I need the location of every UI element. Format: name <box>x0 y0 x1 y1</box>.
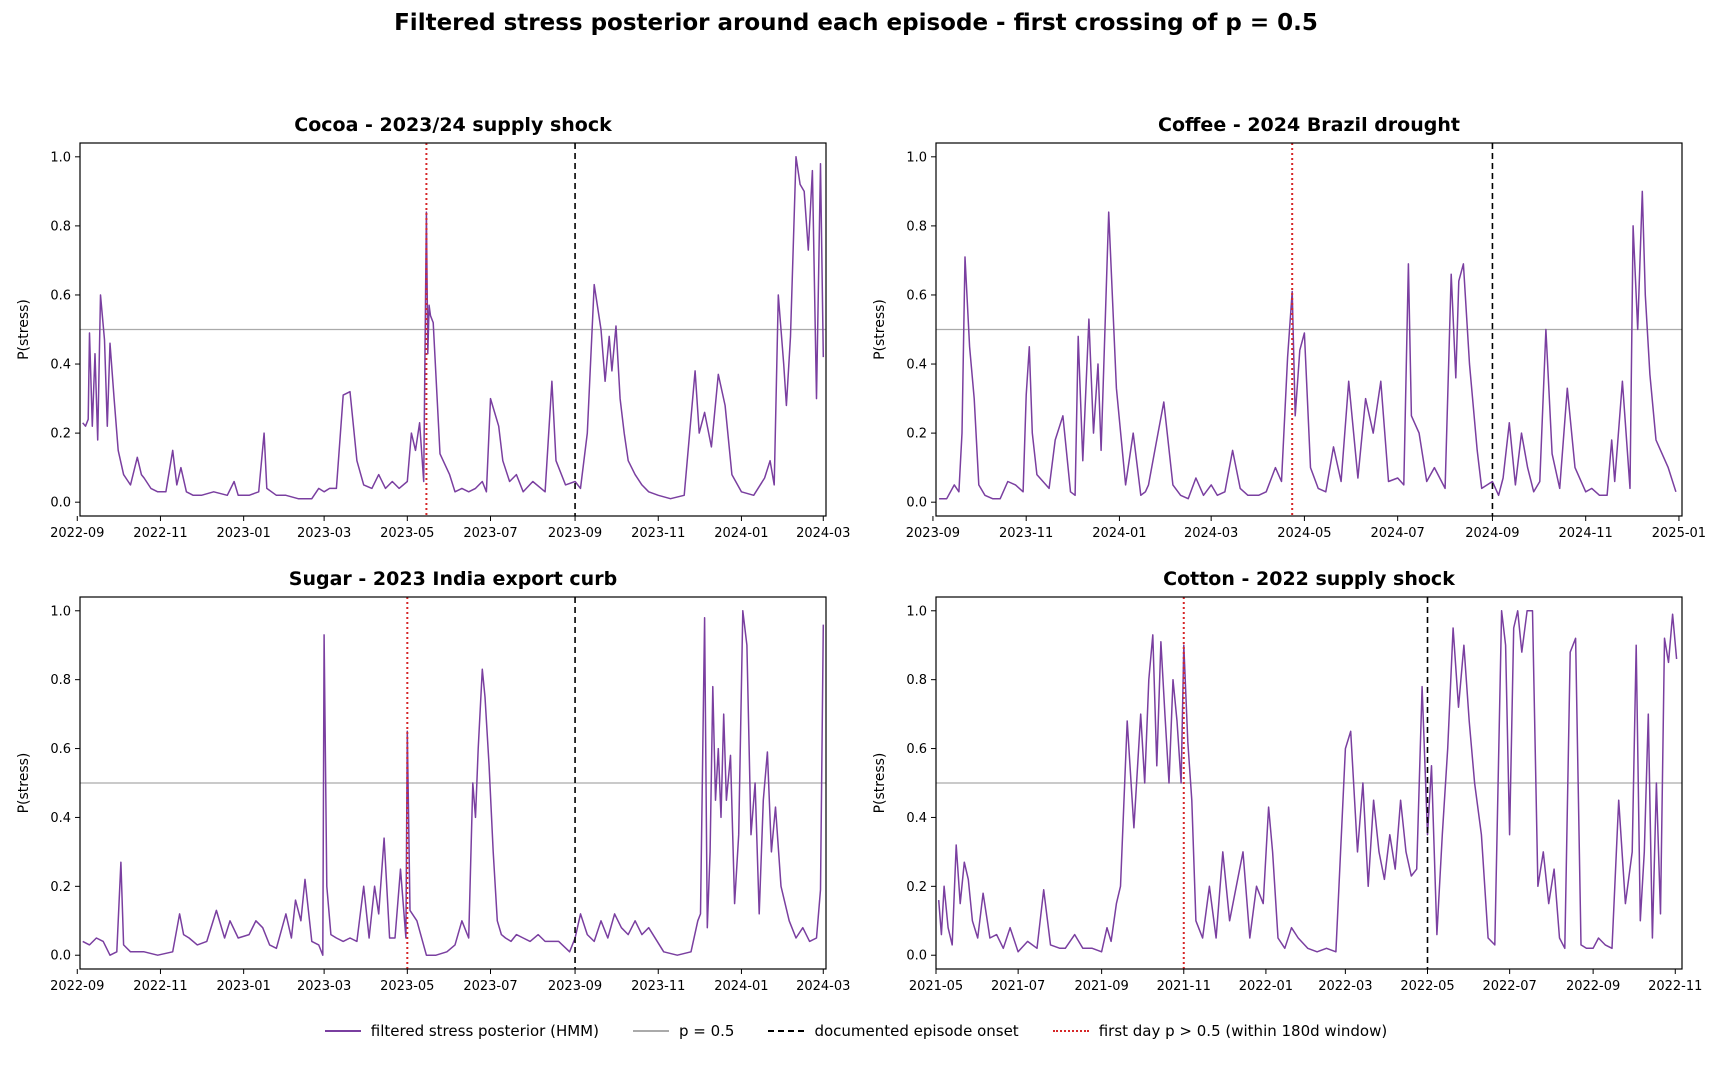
y-tick-label: 1.0 <box>906 150 927 165</box>
posterior-series-line <box>937 610 1678 953</box>
y-tick-label: 1.0 <box>50 604 71 619</box>
x-tick-label: 2025-01 <box>1652 526 1706 541</box>
panel-title: Coffee - 2024 Brazil drought <box>1158 114 1460 136</box>
x-tick-label: 2023-09 <box>548 526 602 541</box>
posterior-series-line <box>82 156 825 500</box>
x-tick-label: 2023-09 <box>906 526 960 541</box>
y-tick-label: 0.2 <box>906 427 927 442</box>
x-tick-label: 2022-03 <box>1318 979 1372 994</box>
x-tick-label: 2024-03 <box>796 526 850 541</box>
y-axis-label: P(stress) <box>872 299 888 360</box>
plot-frame <box>935 142 1683 517</box>
x-tick-label: 2024-07 <box>1370 526 1424 541</box>
y-tick-label: 0.6 <box>50 288 71 303</box>
legend-swatch-posterior <box>324 1030 361 1032</box>
x-tick-label: 2023-09 <box>548 979 602 994</box>
x-tick-label: 2023-11 <box>631 526 685 541</box>
plot-frame <box>79 596 827 970</box>
y-axis-label: P(stress) <box>16 299 32 360</box>
panel-title: Cotton - 2022 supply shock <box>1163 568 1455 590</box>
x-tick-label: 2021-09 <box>1074 979 1128 994</box>
x-tick-label: 2023-11 <box>999 526 1053 541</box>
legend-label-first-cross: first day p > 0.5 (within 180d window) <box>1098 1022 1388 1040</box>
legend-swatch-first-cross <box>1052 1030 1089 1032</box>
x-tick-label: 2022-09 <box>50 979 104 994</box>
y-tick-label: 0.2 <box>50 427 71 442</box>
y-tick-label: 0.8 <box>50 219 71 234</box>
legend-label-posterior: filtered stress posterior (HMM) <box>370 1022 599 1040</box>
y-tick-label: 0.8 <box>906 219 927 234</box>
x-tick-label: 2023-01 <box>216 979 270 994</box>
legend-item-first-cross: first day p > 0.5 (within 180d window) <box>1052 1022 1388 1040</box>
plot-frame <box>935 596 1683 970</box>
y-tick-label: 0.4 <box>906 358 927 373</box>
x-tick-label: 2023-05 <box>380 979 434 994</box>
x-tick-label: 2023-03 <box>297 979 351 994</box>
y-tick-label: 0.0 <box>906 949 927 964</box>
legend-swatch-onset <box>768 1030 805 1032</box>
y-tick-label: 0.8 <box>50 673 71 688</box>
y-axis-label: P(stress) <box>872 753 888 814</box>
x-tick-label: 2024-09 <box>1465 526 1519 541</box>
x-tick-label: 2023-05 <box>380 526 434 541</box>
legend-item-threshold: p = 0.5 <box>632 1022 735 1040</box>
y-tick-label: 0.4 <box>906 811 927 826</box>
figure-title: Filtered stress posterior around each ep… <box>394 10 1318 36</box>
x-tick-label: 2024-11 <box>1559 526 1613 541</box>
panel-title: Sugar - 2023 India export curb <box>289 568 617 590</box>
y-tick-label: 0.0 <box>906 496 927 511</box>
x-tick-label: 2021-11 <box>1157 979 1211 994</box>
x-tick-label: 2023-01 <box>216 526 270 541</box>
y-tick-label: 0.6 <box>50 742 71 757</box>
legend-swatch-threshold <box>632 1030 669 1032</box>
x-tick-label: 2021-07 <box>991 979 1045 994</box>
x-tick-label: 2023-11 <box>631 979 685 994</box>
x-tick-label: 2024-05 <box>1277 526 1331 541</box>
y-tick-label: 1.0 <box>906 604 927 619</box>
x-tick-label: 2022-07 <box>1482 979 1536 994</box>
posterior-series-line <box>939 190 1677 500</box>
y-tick-label: 1.0 <box>50 150 71 165</box>
legend-label-onset: documented episode onset <box>814 1022 1019 1040</box>
x-tick-label: 2024-03 <box>796 979 850 994</box>
posterior-series-line <box>82 610 825 956</box>
x-tick-label: 2022-11 <box>133 526 187 541</box>
x-tick-label: 2024-01 <box>714 526 768 541</box>
y-tick-label: 0.4 <box>50 811 71 826</box>
legend-item-onset: documented episode onset <box>768 1022 1019 1040</box>
legend-label-threshold: p = 0.5 <box>678 1022 735 1040</box>
x-tick-label: 2023-03 <box>297 526 351 541</box>
x-tick-label: 2022-09 <box>1566 979 1620 994</box>
plot-frame <box>79 142 827 517</box>
legend-item-posterior: filtered stress posterior (HMM) <box>324 1022 599 1040</box>
y-tick-label: 0.2 <box>50 880 71 895</box>
y-tick-label: 0.0 <box>50 949 71 964</box>
legend: filtered stress posterior (HMM) p = 0.5 … <box>0 1022 1712 1040</box>
x-tick-label: 2023-07 <box>463 979 517 994</box>
y-tick-label: 0.6 <box>906 742 927 757</box>
x-tick-label: 2021-05 <box>909 979 963 994</box>
x-tick-label: 2024-01 <box>1092 526 1146 541</box>
y-tick-label: 0.6 <box>906 288 927 303</box>
x-tick-label: 2022-11 <box>133 979 187 994</box>
x-tick-label: 2022-09 <box>50 526 104 541</box>
y-tick-label: 0.8 <box>906 673 927 688</box>
x-tick-label: 2023-07 <box>463 526 517 541</box>
y-axis-label: P(stress) <box>16 753 32 814</box>
panel-title: Cocoa - 2023/24 supply shock <box>294 114 612 136</box>
x-tick-label: 2022-11 <box>1648 979 1702 994</box>
x-tick-label: 2024-01 <box>714 979 768 994</box>
y-tick-label: 0.0 <box>50 496 71 511</box>
y-tick-label: 0.4 <box>50 358 71 373</box>
x-tick-label: 2024-03 <box>1184 526 1238 541</box>
y-tick-label: 0.2 <box>906 880 927 895</box>
x-tick-label: 2022-01 <box>1239 979 1293 994</box>
x-tick-label: 2022-05 <box>1400 979 1454 994</box>
